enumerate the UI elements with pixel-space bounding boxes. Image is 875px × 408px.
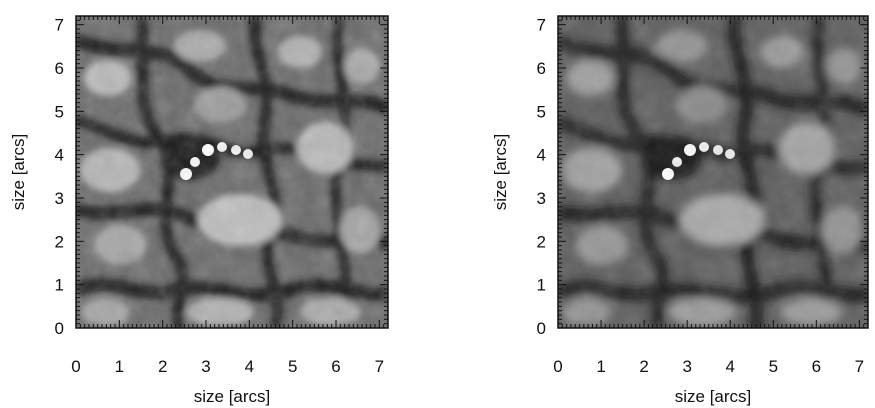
panel-left: 0 1 2 3 4 5 6 7 0 1 2 3 4 5 6 7 size [ar… <box>0 0 420 408</box>
x-tick-label: 0 <box>71 357 80 376</box>
x-tick-label: 2 <box>639 357 648 376</box>
x-tick-label: 0 <box>553 357 562 376</box>
x-tick-labels-left: 0 1 2 3 4 5 6 7 <box>71 357 384 376</box>
y-tick-label: 0 <box>537 319 546 338</box>
y-tick-label: 7 <box>537 16 546 35</box>
y-tick-label: 5 <box>537 102 546 121</box>
x-tick-label: 1 <box>596 357 605 376</box>
x-tick-label: 6 <box>331 357 340 376</box>
plot-right: 0 1 2 3 4 5 6 7 0 1 2 3 4 5 6 7 size [ar… <box>491 15 869 406</box>
x-tick-label: 5 <box>288 357 297 376</box>
y-tick-label: 0 <box>55 319 64 338</box>
y-axis-title-left: size [arcs] <box>9 134 28 211</box>
plot-left: 0 1 2 3 4 5 6 7 0 1 2 3 4 5 6 7 size [ar… <box>9 15 389 406</box>
y-tick-label: 1 <box>537 276 546 295</box>
y-tick-label: 2 <box>537 232 546 251</box>
y-tick-labels-right: 0 1 2 3 4 5 6 7 <box>537 16 546 338</box>
x-tick-label: 6 <box>812 357 821 376</box>
x-tick-label: 2 <box>158 357 167 376</box>
x-tick-label: 3 <box>201 357 210 376</box>
x-tick-label: 4 <box>725 357 734 376</box>
x-tick-label: 7 <box>855 357 864 376</box>
y-tick-label: 7 <box>55 16 64 35</box>
x-tick-label: 4 <box>245 357 254 376</box>
granulation-image-right <box>558 16 868 328</box>
y-tick-label: 1 <box>55 276 64 295</box>
y-tick-labels-left: 0 1 2 3 4 5 6 7 <box>55 16 64 338</box>
x-tick-label: 7 <box>375 357 384 376</box>
y-tick-label: 4 <box>55 146 64 165</box>
x-tick-label: 3 <box>682 357 691 376</box>
y-tick-label: 6 <box>55 59 64 78</box>
x-tick-label: 1 <box>115 357 124 376</box>
y-tick-label: 3 <box>55 189 64 208</box>
y-tick-label: 6 <box>537 59 546 78</box>
y-tick-label: 4 <box>537 146 546 165</box>
axis-ticks-left <box>75 15 389 329</box>
y-tick-label: 5 <box>55 102 64 121</box>
axis-ticks-right <box>557 15 869 329</box>
x-tick-labels-right: 0 1 2 3 4 5 6 7 <box>553 357 864 376</box>
x-tick-label: 5 <box>769 357 778 376</box>
panel-right: 0 1 2 3 4 5 6 7 0 1 2 3 4 5 6 7 size [ar… <box>480 0 875 408</box>
x-axis-title-left: size [arcs] <box>194 387 271 406</box>
y-tick-label: 2 <box>55 232 64 251</box>
y-tick-label: 3 <box>537 189 546 208</box>
granulation-image-left <box>76 16 388 328</box>
x-axis-title-right: size [arcs] <box>675 387 752 406</box>
y-axis-title-right: size [arcs] <box>491 134 510 211</box>
